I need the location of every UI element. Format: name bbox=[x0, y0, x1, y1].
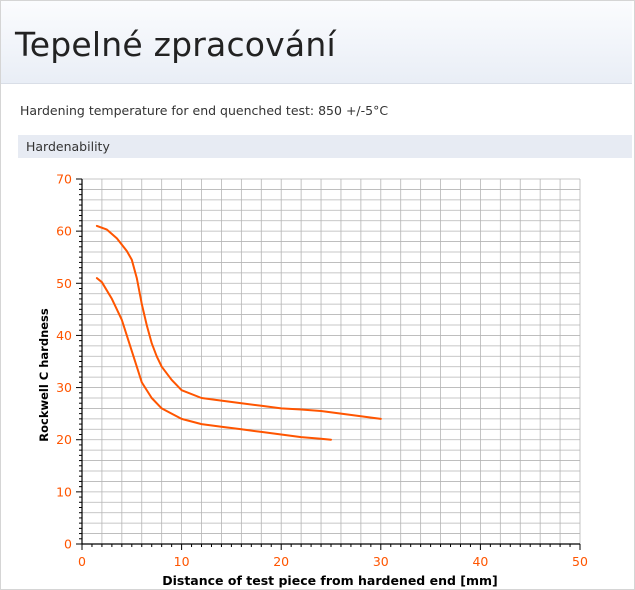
page-title: Tepelné zpracování bbox=[15, 25, 336, 64]
series-line-lower bbox=[95, 277, 332, 441]
x-axis-label: Distance of test piece from hardened end… bbox=[162, 573, 498, 588]
x-tick-label: 20 bbox=[273, 554, 289, 569]
x-tick-label: 50 bbox=[572, 554, 588, 569]
page-header: Tepelné zpracování bbox=[1, 1, 632, 84]
series-line-upper bbox=[95, 224, 382, 420]
series-layer bbox=[95, 224, 382, 441]
section-bar-hardenability: Hardenability bbox=[18, 135, 632, 158]
y-tick-label: 70 bbox=[56, 172, 72, 187]
tick-labels: 0 10 20 30 40 50 60 70 0 10 20 30 40 50 bbox=[56, 172, 588, 570]
plot-area bbox=[82, 179, 580, 544]
x-tick-label: 30 bbox=[373, 554, 389, 569]
x-tick-label: 0 bbox=[78, 554, 86, 569]
y-tick-label: 50 bbox=[56, 276, 72, 291]
y-tick-label: 40 bbox=[56, 328, 72, 343]
hardenability-chart: 0 10 20 30 40 50 60 70 0 10 20 30 40 50 Distance of t… bbox=[37, 172, 588, 589]
x-tick-label: 40 bbox=[472, 554, 488, 569]
y-tick-label: 30 bbox=[56, 380, 72, 395]
grid bbox=[81, 178, 581, 545]
y-tick-label: 20 bbox=[56, 432, 72, 447]
axes bbox=[76, 178, 581, 550]
x-tick-label: 10 bbox=[174, 554, 190, 569]
hardening-temperature-text: Hardening temperature for end quenched t… bbox=[20, 103, 389, 118]
y-axis-label: Rockwell C hardness bbox=[37, 308, 51, 442]
y-tick-label: 0 bbox=[64, 537, 72, 552]
section-label: Hardenability bbox=[26, 139, 110, 154]
y-tick-label: 60 bbox=[56, 224, 72, 239]
y-tick-label: 10 bbox=[56, 484, 72, 499]
